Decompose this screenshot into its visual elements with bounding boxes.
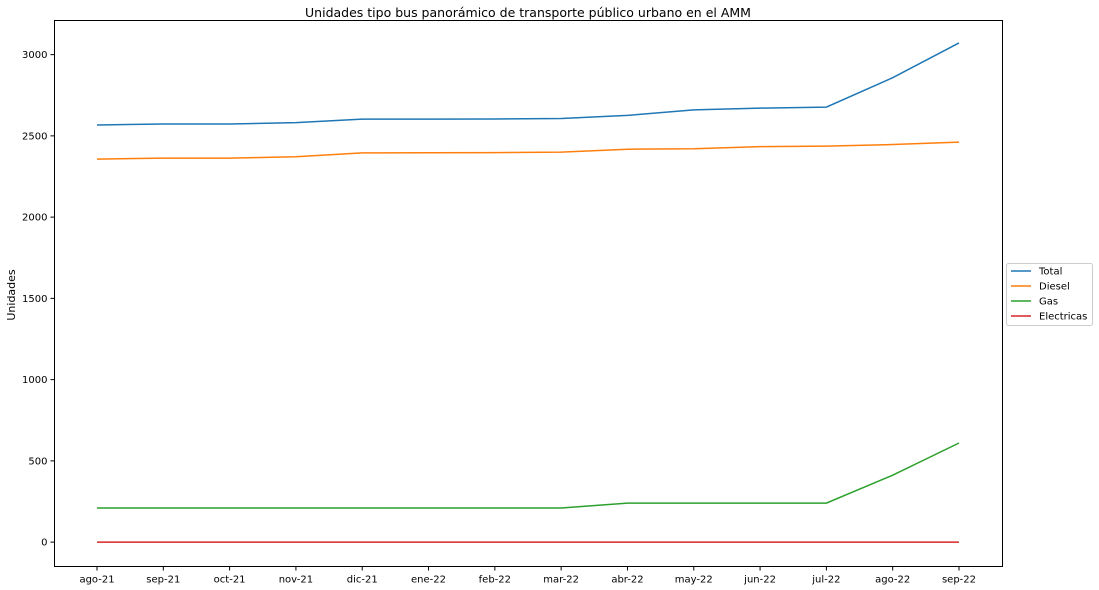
y-tick-label: 0 xyxy=(41,538,47,549)
x-tick-label: dic-21 xyxy=(347,575,378,586)
y-axis: 0 500 1000 1500 2000 2500 3000 xyxy=(22,50,55,549)
series-lines xyxy=(96,42,960,543)
legend-label-total: Total xyxy=(1038,267,1062,278)
x-tick-label: jul-22 xyxy=(811,575,840,586)
y-tick-label: 1500 xyxy=(22,294,47,305)
x-tick-label: mar-22 xyxy=(543,575,579,586)
x-axis: ago-21 sep-21 oct-21 nov-21 dic-21 ene-22 feb-… xyxy=(79,566,976,586)
legend-label-diesel: Diesel xyxy=(1039,282,1070,293)
chart-title: Unidades tipo bus panorámico de transpor… xyxy=(305,5,751,20)
series-line-diesel xyxy=(96,141,960,160)
legend: Total Diesel Gas Electricas xyxy=(1006,263,1093,326)
plot-area xyxy=(54,20,1003,567)
x-tick-label: feb-22 xyxy=(479,575,511,586)
x-tick-label: oct-21 xyxy=(214,575,246,586)
y-axis-title: Unidades xyxy=(5,269,18,321)
legend-box xyxy=(1006,263,1093,326)
y-tick-label: 2500 xyxy=(22,131,47,142)
x-tick-label: ago-21 xyxy=(79,575,114,586)
x-tick-label: jun-22 xyxy=(743,575,776,586)
legend-label-electricas: Electricas xyxy=(1039,312,1087,323)
legend-label-gas: Gas xyxy=(1039,297,1058,308)
y-tick-label: 3000 xyxy=(22,50,47,61)
y-tick-label: 500 xyxy=(28,456,47,467)
series-line-total xyxy=(96,42,960,126)
x-tick-label: sep-21 xyxy=(146,575,180,586)
x-tick-label: nov-21 xyxy=(279,575,313,586)
x-tick-label: ene-22 xyxy=(411,575,446,586)
x-tick-label: ago-22 xyxy=(875,575,910,586)
y-tick-label: 2000 xyxy=(22,213,47,224)
series-line-gas xyxy=(97,442,960,509)
y-tick-label: 1000 xyxy=(22,375,47,386)
x-tick-label: abr-22 xyxy=(611,575,643,586)
x-tick-label: sep-22 xyxy=(942,575,976,586)
x-tick-label: may-22 xyxy=(675,575,713,586)
